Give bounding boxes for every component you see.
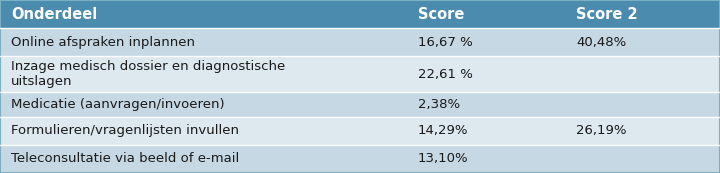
- Text: 22,61 %: 22,61 %: [418, 68, 472, 81]
- Text: Medicatie (aanvragen/invoeren): Medicatie (aanvragen/invoeren): [11, 98, 225, 111]
- Text: 13,10%: 13,10%: [418, 152, 468, 165]
- Text: Formulieren/vragenlijsten invullen: Formulieren/vragenlijsten invullen: [11, 124, 239, 137]
- Text: 40,48%: 40,48%: [576, 36, 626, 49]
- Bar: [0, 56, 720, 92]
- Text: 14,29%: 14,29%: [418, 124, 468, 137]
- Text: 26,19%: 26,19%: [576, 124, 626, 137]
- Text: Online afspraken inplannen: Online afspraken inplannen: [11, 36, 195, 49]
- Text: Teleconsultatie via beeld of e-mail: Teleconsultatie via beeld of e-mail: [11, 152, 239, 165]
- Text: Inzage medisch dossier en diagnostische
uitslagen: Inzage medisch dossier en diagnostische …: [11, 60, 285, 88]
- Bar: [0, 0, 720, 28]
- Bar: [0, 92, 720, 117]
- Text: Score: Score: [418, 7, 464, 22]
- Bar: [0, 28, 720, 56]
- Text: Score 2: Score 2: [576, 7, 638, 22]
- Text: Onderdeel: Onderdeel: [11, 7, 97, 22]
- Text: 16,67 %: 16,67 %: [418, 36, 472, 49]
- Bar: [0, 145, 720, 173]
- Text: 2,38%: 2,38%: [418, 98, 460, 111]
- Bar: [0, 117, 720, 145]
